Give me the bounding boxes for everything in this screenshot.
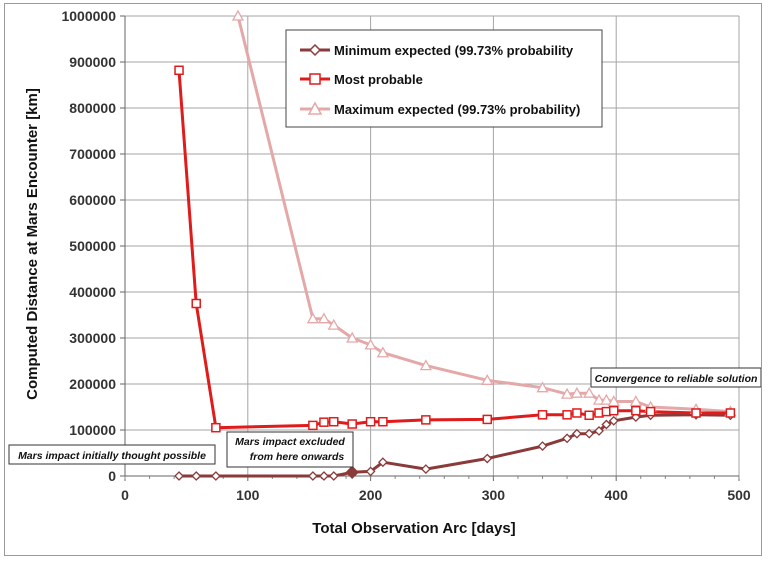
data-point-diamond bbox=[191, 471, 202, 481]
y-tick-label: 0 bbox=[108, 468, 116, 484]
y-axis-title: Computed Distance at Mars Encounter [km] bbox=[24, 88, 41, 400]
data-point-triangle bbox=[629, 395, 642, 407]
data-point-triangle bbox=[327, 318, 340, 330]
data-point-square bbox=[725, 408, 736, 418]
data-point-diamond bbox=[608, 415, 619, 426]
legend-triangle-icon bbox=[307, 101, 323, 115]
y-tick-label: 700000 bbox=[69, 146, 116, 162]
x-tick-label: 200 bbox=[359, 487, 383, 503]
svg-text:Maximum expected (99.73% proba: Maximum expected (99.73% probability) bbox=[334, 102, 580, 117]
y-tick-label: 500000 bbox=[69, 238, 116, 254]
data-point-triangle bbox=[600, 393, 613, 405]
svg-text:Mars impact excluded: Mars impact excluded bbox=[235, 436, 345, 448]
y-tick-label: 300000 bbox=[69, 330, 116, 346]
data-point-triangle bbox=[592, 393, 606, 405]
data-point-square bbox=[631, 405, 641, 416]
data-point-diamond bbox=[377, 457, 388, 468]
data-point-triangle bbox=[346, 331, 359, 343]
data-point-triangle bbox=[536, 381, 549, 393]
y-tick-label: 1000000 bbox=[61, 8, 116, 24]
y-tick-label: 900000 bbox=[69, 54, 116, 70]
legend-entry-minimum: Minimum expected (99.73% probability bbox=[300, 43, 574, 58]
data-point-triangle bbox=[376, 346, 389, 358]
svg-text:Convergence to reliable soluti: Convergence to reliable solution bbox=[595, 373, 758, 385]
data-point-triangle bbox=[364, 338, 377, 350]
legend-entry-maximum: Maximum expected (99.73% probability) bbox=[300, 101, 580, 117]
data-point-triangle bbox=[607, 395, 620, 407]
data-point-diamond bbox=[420, 464, 431, 475]
data-point-triangle bbox=[583, 386, 596, 398]
data-point-diamond bbox=[562, 433, 572, 444]
data-point-square bbox=[319, 417, 329, 427]
x-tick-label: 100 bbox=[236, 487, 260, 503]
data-point-diamond bbox=[537, 441, 548, 452]
series-line-square bbox=[177, 70, 731, 430]
y-tick-label: 800000 bbox=[69, 100, 116, 116]
annotation-impact-possible: Mars impact initially thought possible bbox=[8, 444, 216, 465]
data-point-square bbox=[347, 419, 357, 429]
data-point-triangle bbox=[231, 9, 245, 21]
data-point-square bbox=[537, 410, 548, 420]
legend-square-icon bbox=[309, 73, 321, 85]
data-point-square bbox=[308, 420, 318, 431]
y-tick-label: 200000 bbox=[69, 376, 116, 392]
data-point-square bbox=[174, 65, 184, 76]
x-tick-label: 300 bbox=[482, 487, 506, 503]
data-point-diamond bbox=[594, 426, 604, 436]
svg-text:from here onwards: from here onwards bbox=[250, 451, 345, 463]
x-tick-label: 0 bbox=[121, 487, 129, 503]
data-point-square bbox=[211, 422, 221, 433]
data-point-diamond bbox=[571, 428, 582, 439]
data-point-diamond bbox=[584, 428, 595, 439]
axis-labels: 0 100000 200000 300000 400000 500000 600000 700… bbox=[61, 8, 750, 503]
data-point-diamond bbox=[307, 471, 318, 481]
data-point-square bbox=[645, 406, 656, 417]
y-tick-label: 400000 bbox=[69, 284, 116, 300]
data-point-triangle bbox=[306, 312, 319, 324]
legend-entry-most-probable: Most probable bbox=[300, 72, 423, 87]
data-point-diamond bbox=[601, 419, 612, 430]
data-point-triangle bbox=[317, 312, 331, 324]
series-line-diamond bbox=[179, 413, 731, 478]
data-point-square bbox=[482, 414, 493, 425]
data-point-square bbox=[191, 298, 201, 309]
svg-text:Minimum expected (99.73% proba: Minimum expected (99.73% probability bbox=[334, 43, 574, 58]
y-tick-label: 100000 bbox=[69, 422, 116, 438]
data-point-square bbox=[329, 416, 339, 427]
data-point-diamond bbox=[365, 466, 376, 477]
data-point-square bbox=[365, 416, 376, 427]
annotation-convergence: Convergence to reliable solution bbox=[590, 367, 762, 388]
x-tick-label: 400 bbox=[605, 487, 629, 503]
x-axis-title: Total Observation Arc [days] bbox=[312, 520, 515, 537]
data-point-triangle bbox=[419, 359, 432, 371]
x-tick-label: 500 bbox=[727, 487, 751, 503]
data-point-square bbox=[572, 408, 582, 418]
svg-text:Most probable: Most probable bbox=[334, 72, 423, 87]
chart-frame: 0 100000 200000 300000 400000 500000 600000 700… bbox=[4, 3, 762, 556]
data-point-diamond bbox=[328, 471, 339, 481]
annotation-impact-excluded: Mars impact excluded from here onwards bbox=[226, 431, 354, 468]
data-point-diamond bbox=[482, 453, 493, 464]
data-point-square bbox=[608, 405, 619, 416]
data-point-diamond bbox=[210, 471, 221, 481]
highlight-point-diamond bbox=[345, 465, 359, 480]
svg-text:Mars impact initially thought: Mars impact initially thought possible bbox=[18, 450, 206, 462]
data-point-square bbox=[691, 408, 701, 418]
data-point-diamond bbox=[319, 471, 329, 481]
data-point-square bbox=[421, 415, 431, 425]
data-point-diamond bbox=[174, 471, 184, 481]
legend: Minimum expected (99.73% probability Mos… bbox=[285, 29, 603, 128]
legend-diamond-icon bbox=[308, 43, 322, 57]
data-point-square bbox=[378, 416, 388, 427]
line-chart: 0 100000 200000 300000 400000 500000 600000 700… bbox=[8, 8, 762, 537]
data-point-triangle bbox=[481, 373, 494, 385]
data-point-triangle bbox=[570, 386, 584, 398]
data-point-square bbox=[562, 410, 572, 420]
y-tick-label: 600000 bbox=[69, 192, 116, 208]
series-markers bbox=[174, 9, 737, 481]
data-point-square bbox=[584, 410, 594, 421]
data-point-triangle bbox=[560, 387, 574, 399]
